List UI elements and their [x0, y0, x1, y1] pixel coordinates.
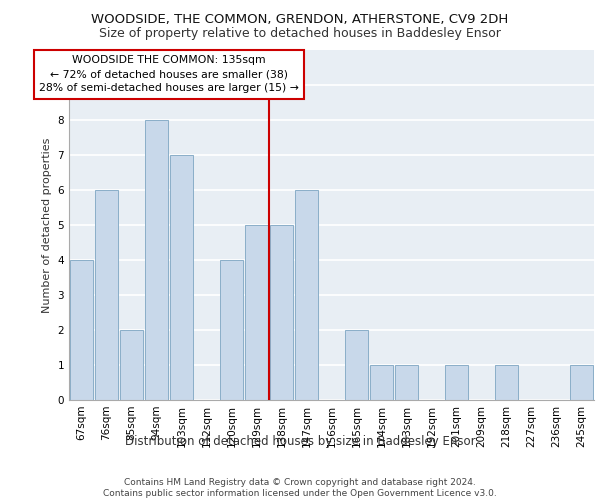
- Bar: [245, 225, 268, 400]
- Y-axis label: Number of detached properties: Number of detached properties: [42, 138, 52, 312]
- Bar: [95, 190, 118, 400]
- Text: Contains HM Land Registry data © Crown copyright and database right 2024.
Contai: Contains HM Land Registry data © Crown c…: [103, 478, 497, 498]
- Bar: [570, 365, 593, 400]
- Text: WOODSIDE, THE COMMON, GRENDON, ATHERSTONE, CV9 2DH: WOODSIDE, THE COMMON, GRENDON, ATHERSTON…: [91, 12, 509, 26]
- Bar: [145, 120, 168, 400]
- Bar: [370, 365, 393, 400]
- Bar: [395, 365, 418, 400]
- Text: Size of property relative to detached houses in Baddesley Ensor: Size of property relative to detached ho…: [99, 28, 501, 40]
- Bar: [445, 365, 468, 400]
- Bar: [70, 260, 93, 400]
- Bar: [495, 365, 518, 400]
- Bar: [295, 190, 318, 400]
- Bar: [120, 330, 143, 400]
- Text: Distribution of detached houses by size in Baddesley Ensor: Distribution of detached houses by size …: [125, 435, 475, 448]
- Bar: [345, 330, 368, 400]
- Bar: [270, 225, 293, 400]
- Bar: [220, 260, 243, 400]
- Text: WOODSIDE THE COMMON: 135sqm
← 72% of detached houses are smaller (38)
28% of sem: WOODSIDE THE COMMON: 135sqm ← 72% of det…: [39, 56, 299, 94]
- Bar: [170, 155, 193, 400]
